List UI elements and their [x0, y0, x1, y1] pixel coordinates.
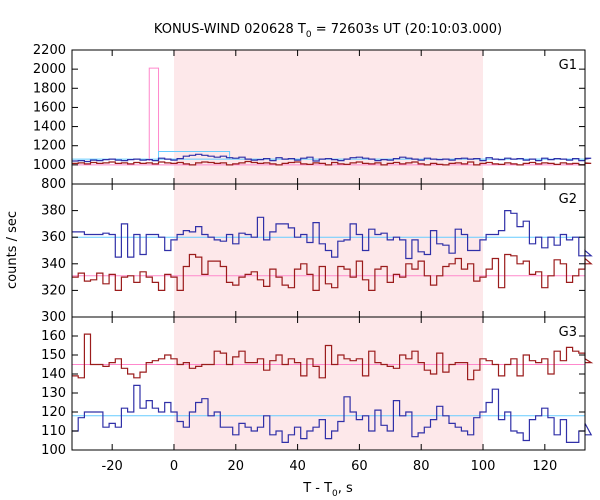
y-tick-label: 1800: [33, 81, 66, 96]
y-tick-label: 300: [41, 310, 66, 325]
interval-shading-g3: [173, 317, 484, 450]
y-tick-label: 2000: [33, 62, 66, 77]
series-blue-g2: [72, 210, 593, 260]
panel-g1: 800 1000 1200 1400 1600 1800 2000 2200 G1: [33, 43, 592, 192]
panel-g3: 100 110 120 130 140 150 160 G3: [41, 316, 594, 458]
y-tick-label: 320: [41, 283, 66, 298]
panel-label: G2: [559, 192, 577, 207]
y-tick-label: 800: [41, 177, 66, 192]
y-tick-label: 150: [41, 348, 66, 363]
panel-g2: 300 320 340 360 380 G2: [41, 183, 593, 325]
y-tick-label: 360: [41, 230, 66, 245]
x-axis-label: T - T0, s: [302, 481, 353, 499]
series-red-g3: [72, 333, 594, 381]
y-tick-label: 1400: [33, 120, 66, 135]
x-tick-label: 0: [170, 459, 178, 474]
y-tick-label: 120: [41, 405, 66, 420]
panel-label: G3: [559, 325, 577, 340]
panels-group: 8001000120014001600180020002200G13003203…: [33, 43, 594, 474]
x-axis-label-subscript: 0: [332, 489, 338, 499]
x-tick-label: 100: [471, 459, 496, 474]
chart-title-subscript: 0: [306, 30, 312, 40]
y-tick-label: 2200: [33, 43, 66, 58]
y-tick-label: 380: [41, 204, 66, 219]
y-tick-label: 1600: [33, 100, 66, 115]
x-tick-label: 40: [289, 459, 306, 474]
box-outline: [158, 150, 231, 160]
panel-frame: [71, 316, 586, 451]
interval-shading-g1: [173, 50, 484, 184]
y-tick-label: 110: [41, 424, 66, 439]
x-tick-label: 80: [413, 459, 430, 474]
y-tick-label: 340: [41, 257, 66, 272]
series-blue-g1: [72, 153, 592, 163]
y-axis-label: counts / sec: [5, 211, 20, 289]
series-red-g2: [72, 253, 593, 291]
spike-bar: [148, 67, 160, 162]
y-tick-label: 100: [41, 443, 66, 458]
y-tick-label: 1000: [33, 158, 66, 173]
chart-title: KONUS-WIND 020628 T0 = 72603s UT (20:10:…: [154, 22, 502, 40]
panel-label: G1: [559, 58, 577, 73]
y-tick-label: 1200: [33, 139, 66, 154]
y-tick-label: 130: [41, 386, 66, 401]
series-blue-g3: [72, 384, 593, 443]
y-tick-label: 140: [41, 367, 66, 382]
x-tick-label: -20: [102, 459, 123, 474]
x-tick-label: 60: [351, 459, 368, 474]
series-red-g1: [72, 160, 592, 166]
x-tick-label: 20: [228, 459, 245, 474]
y-tick-label: 160: [41, 329, 66, 344]
x-tick-label: 120: [532, 459, 557, 474]
